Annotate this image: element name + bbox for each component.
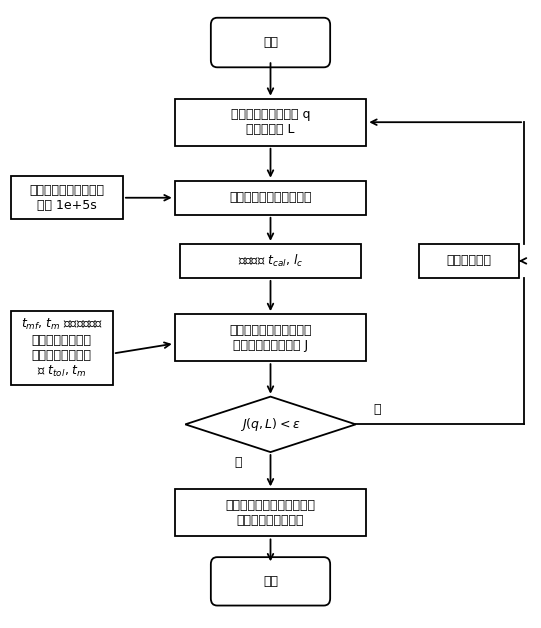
Bar [175,489,366,536]
Bar [180,244,361,278]
Bar [175,314,366,361]
Text: 开始: 开始 [263,36,278,49]
Bar [11,311,113,384]
Bar [175,181,366,215]
Text: 否: 否 [373,403,381,416]
Text: 是: 是 [235,456,242,469]
Text: $t_{mf}$, $t_m$ 均采用稳态条
件下实际测量得到
的同一超声波声时
値 $t_{tol}$, $t_m$: $t_{mf}$, $t_m$ 均采用稳态条 件下实际测量得到 的同一超声波声时… [21,317,103,379]
Text: 求解瞬态热传导的正问题: 求解瞬态热传导的正问题 [229,192,312,204]
Text: 求解热传导的正问题获得结
构内部的温度场分布: 求解热传导的正问题获得结 构内部的温度场分布 [226,499,315,527]
FancyBboxPatch shape [211,557,330,605]
Text: 计算获得 $t_{cal}$, $l_c$: 计算获得 $t_{cal}$, $l_c$ [238,253,303,269]
Text: 结束: 结束 [263,575,278,588]
Bar [11,176,123,219]
Text: 基于热传导反问题的多参
数反演计算目标泛函 J: 基于热传导反问题的多参 数反演计算目标泛函 J [229,323,312,352]
Text: 初始时间和时间步长均
取値 1e+5s: 初始时间和时间步长均 取値 1e+5s [30,184,104,212]
Polygon shape [185,397,356,452]
Text: 等效的加热边界条件 q
和预估壁厉 L: 等效的加热边界条件 q 和预估壁厉 L [231,108,310,136]
Text: 优化迭代计算: 优化迭代计算 [446,254,491,268]
FancyBboxPatch shape [211,18,330,67]
Bar [175,99,366,146]
Text: $J(q,L)<\varepsilon$: $J(q,L)<\varepsilon$ [240,416,301,433]
Bar [419,244,519,278]
